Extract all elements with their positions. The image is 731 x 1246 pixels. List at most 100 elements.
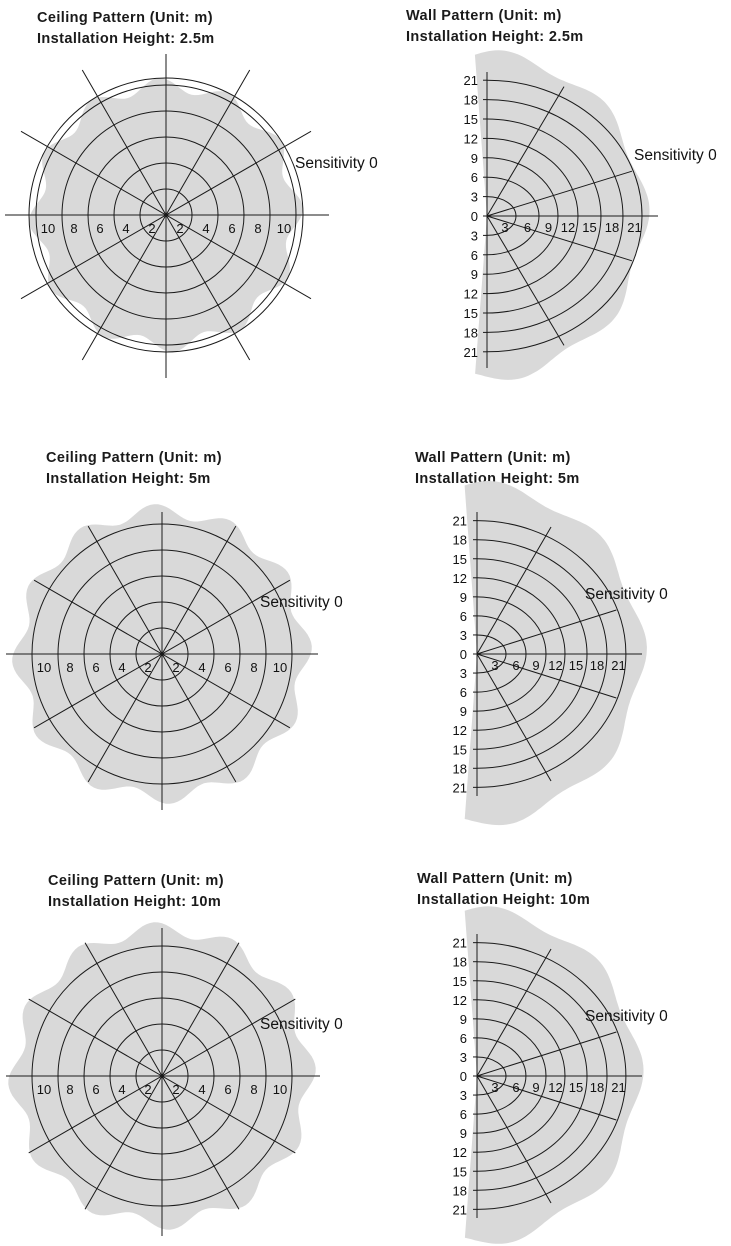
axis-tick-label: 4: [118, 660, 125, 675]
ceiling-2-5-title-line1: Ceiling Pattern (Unit: m): [37, 10, 213, 26]
axis-tick-label: 10: [277, 221, 291, 236]
wall-10-title-line2: Installation Height: 10m: [417, 892, 591, 908]
axis-tick-label: 21: [611, 658, 625, 673]
vertical-tick-label: 12: [464, 131, 478, 146]
vertical-tick-label: 15: [453, 1164, 467, 1179]
radial-spoke: [33, 579, 291, 729]
axis-tick-label: 6: [228, 221, 235, 236]
vertical-tick-label: 3: [471, 190, 478, 205]
axis-tick-label: 4: [198, 1082, 205, 1097]
radial-spoke: [476, 1075, 552, 1204]
vertical-tick-label: 0: [460, 1069, 467, 1084]
axis-tick-label: 12: [561, 220, 575, 235]
vertical-tick-label: 0: [460, 647, 467, 662]
axis-tick-label: 10: [37, 660, 51, 675]
ceiling-2-5-title: Ceiling Pattern (Unit: m) Installation H…: [37, 8, 215, 50]
vertical-tick-label: 18: [453, 1183, 467, 1198]
axis-tick-label: 8: [70, 221, 77, 236]
axis-tick-label: 2: [172, 1082, 179, 1097]
vertical-tick-label: 21: [453, 514, 467, 529]
axis-tick-label: 3: [491, 658, 498, 673]
vertical-tick-label: 18: [453, 533, 467, 548]
vertical-tick-label: 3: [471, 228, 478, 243]
radial-spoke: [476, 526, 552, 655]
axis-tick-label: 15: [569, 1080, 583, 1095]
vertical-tick-label: 3: [460, 1088, 467, 1103]
axis-tick-label: 10: [273, 660, 287, 675]
radial-spoke: [20, 130, 312, 300]
coverage-area: [474, 50, 650, 380]
axis-tick-label: 9: [532, 1080, 539, 1095]
vertical-tick-label: 9: [460, 590, 467, 605]
axis-tick-label: 18: [605, 220, 619, 235]
sensitivity-label: Sensitivity 0: [260, 1016, 343, 1033]
axis-tick-label: 6: [224, 660, 231, 675]
sensitivity-label: Sensitivity 0: [260, 594, 343, 611]
axis-tick-label: 3: [501, 220, 508, 235]
radial-spoke: [486, 215, 633, 262]
axis-tick-label: 6: [96, 221, 103, 236]
axis-tick-label: 12: [548, 1080, 562, 1095]
radial-spoke: [28, 998, 296, 1154]
vertical-tick-label: 21: [453, 780, 467, 795]
radial-spoke: [476, 653, 552, 782]
axis-tick-label: 4: [118, 1082, 125, 1097]
coverage-area: [464, 906, 644, 1244]
ceiling-10-title-line1: Ceiling Pattern (Unit: m): [48, 873, 224, 889]
radial-spoke: [476, 1075, 617, 1121]
axis-tick-label: 9: [545, 220, 552, 235]
radial-spoke: [476, 948, 552, 1077]
vertical-tick-label: 6: [471, 170, 478, 185]
axis-tick-label: 6: [512, 658, 519, 673]
wall-10-title-line1: Wall Pattern (Unit: m): [417, 871, 573, 887]
vertical-tick-label: 12: [453, 1145, 467, 1160]
vertical-tick-label: 15: [464, 112, 478, 127]
coverage-area: [464, 481, 647, 826]
vertical-tick-label: 12: [453, 993, 467, 1008]
axis-tick-label: 12: [548, 658, 562, 673]
vertical-tick-label: 9: [460, 1126, 467, 1141]
axis-tick-label: 6: [92, 1082, 99, 1097]
vertical-tick-label: 12: [453, 723, 467, 738]
axis-tick-label: 4: [198, 660, 205, 675]
wall-5-title: Wall Pattern (Unit: m) Installation Heig…: [415, 448, 580, 490]
wall-2-5-title-line2: Installation Height: 2.5m: [406, 29, 584, 45]
axis-tick-label: 2: [172, 660, 179, 675]
axis-tick-label: 8: [66, 1082, 73, 1097]
vertical-tick-label: 21: [464, 73, 478, 88]
wall-10-title: Wall Pattern (Unit: m) Installation Heig…: [417, 869, 590, 911]
axis-tick-label: 4: [122, 221, 129, 236]
axis-tick-label: 6: [92, 660, 99, 675]
vertical-tick-label: 15: [453, 974, 467, 989]
vertical-tick-label: 21: [453, 1202, 467, 1217]
vertical-tick-label: 3: [460, 1050, 467, 1065]
axis-tick-label: 15: [569, 658, 583, 673]
axis-tick-label: 9: [532, 658, 539, 673]
vertical-tick-label: 9: [460, 1012, 467, 1027]
vertical-tick-label: 12: [464, 287, 478, 302]
vertical-tick-label: 6: [460, 609, 467, 624]
vertical-tick-label: 6: [471, 248, 478, 263]
axis-tick-label: 6: [512, 1080, 519, 1095]
ceiling-10-title-line2: Installation Height: 10m: [48, 894, 222, 910]
vertical-tick-label: 9: [460, 704, 467, 719]
vertical-tick-label: 6: [460, 685, 467, 700]
axis-tick-label: 21: [627, 220, 641, 235]
radial-spoke: [486, 86, 565, 217]
axis-tick-label: 2: [148, 221, 155, 236]
axis-tick-label: 18: [590, 1080, 604, 1095]
axis-tick-label: 8: [66, 660, 73, 675]
sensitivity-label: Sensitivity 0: [585, 1008, 668, 1025]
axis-tick-label: 6: [224, 1082, 231, 1097]
vertical-tick-label: 15: [453, 742, 467, 757]
axis-tick-label: 10: [37, 1082, 51, 1097]
vertical-tick-label: 18: [453, 761, 467, 776]
wall-2-5-title: Wall Pattern (Unit: m) Installation Heig…: [406, 6, 584, 48]
vertical-tick-label: 21: [464, 345, 478, 360]
ceiling-10-diagram: 10 8 6 4 2 2 4 6 8 10 Sensitivity 0: [6, 922, 343, 1236]
vertical-tick-label: 6: [460, 1031, 467, 1046]
